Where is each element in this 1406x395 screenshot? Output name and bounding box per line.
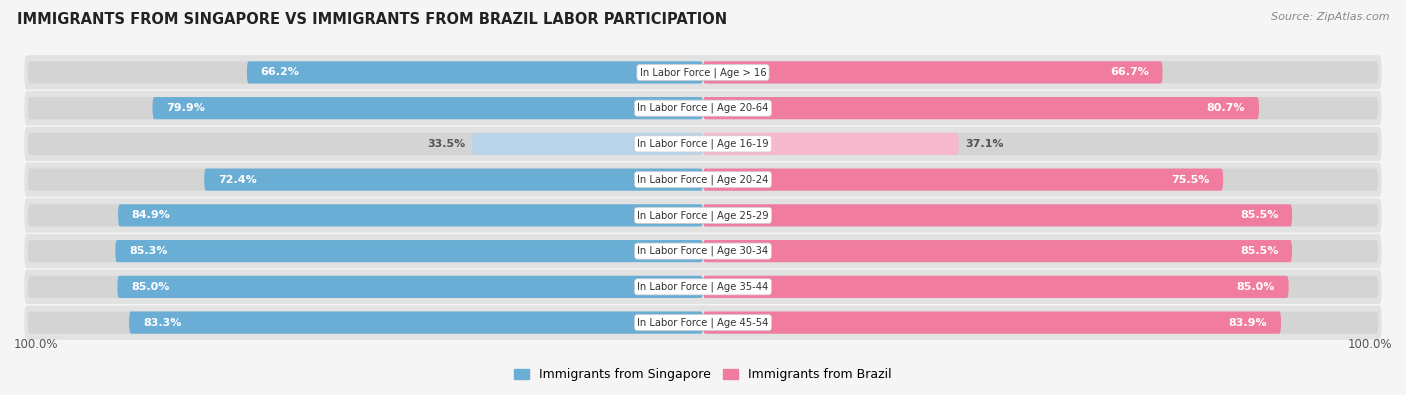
FancyBboxPatch shape — [703, 276, 1289, 298]
FancyBboxPatch shape — [706, 312, 1378, 334]
FancyBboxPatch shape — [28, 169, 700, 191]
Text: 79.9%: 79.9% — [166, 103, 205, 113]
FancyBboxPatch shape — [706, 133, 1378, 155]
Text: In Labor Force | Age 35-44: In Labor Force | Age 35-44 — [637, 282, 769, 292]
Text: 66.7%: 66.7% — [1109, 68, 1149, 77]
Text: In Labor Force | Age 30-34: In Labor Force | Age 30-34 — [637, 246, 769, 256]
FancyBboxPatch shape — [24, 234, 1382, 268]
Text: Source: ZipAtlas.com: Source: ZipAtlas.com — [1271, 12, 1389, 22]
Text: In Labor Force | Age 16-19: In Labor Force | Age 16-19 — [637, 139, 769, 149]
FancyBboxPatch shape — [24, 55, 1382, 90]
Text: IMMIGRANTS FROM SINGAPORE VS IMMIGRANTS FROM BRAZIL LABOR PARTICIPATION: IMMIGRANTS FROM SINGAPORE VS IMMIGRANTS … — [17, 12, 727, 27]
FancyBboxPatch shape — [706, 97, 1378, 119]
FancyBboxPatch shape — [24, 198, 1382, 233]
Text: In Labor Force | Age 20-24: In Labor Force | Age 20-24 — [637, 174, 769, 185]
FancyBboxPatch shape — [706, 61, 1378, 83]
FancyBboxPatch shape — [28, 97, 700, 119]
FancyBboxPatch shape — [706, 204, 1378, 226]
FancyBboxPatch shape — [703, 133, 959, 155]
FancyBboxPatch shape — [115, 240, 703, 262]
FancyBboxPatch shape — [28, 312, 700, 334]
Text: 37.1%: 37.1% — [966, 139, 1004, 149]
Text: 100.0%: 100.0% — [1347, 338, 1392, 351]
FancyBboxPatch shape — [118, 204, 703, 226]
Text: 85.0%: 85.0% — [1236, 282, 1275, 292]
Text: 75.5%: 75.5% — [1171, 175, 1209, 184]
Text: 33.5%: 33.5% — [427, 139, 465, 149]
FancyBboxPatch shape — [24, 91, 1382, 125]
Text: 85.5%: 85.5% — [1240, 246, 1278, 256]
FancyBboxPatch shape — [24, 127, 1382, 161]
FancyBboxPatch shape — [706, 240, 1378, 262]
FancyBboxPatch shape — [247, 61, 703, 83]
FancyBboxPatch shape — [703, 204, 1292, 226]
Legend: Immigrants from Singapore, Immigrants from Brazil: Immigrants from Singapore, Immigrants fr… — [509, 363, 897, 386]
FancyBboxPatch shape — [28, 204, 700, 226]
Text: In Labor Force | Age 20-64: In Labor Force | Age 20-64 — [637, 103, 769, 113]
FancyBboxPatch shape — [703, 97, 1258, 119]
Text: 85.5%: 85.5% — [1240, 211, 1278, 220]
FancyBboxPatch shape — [706, 276, 1378, 298]
Text: 100.0%: 100.0% — [14, 338, 59, 351]
Text: In Labor Force | Age 25-29: In Labor Force | Age 25-29 — [637, 210, 769, 221]
FancyBboxPatch shape — [703, 61, 1163, 83]
FancyBboxPatch shape — [28, 240, 700, 262]
FancyBboxPatch shape — [28, 61, 700, 83]
Text: 80.7%: 80.7% — [1206, 103, 1246, 113]
FancyBboxPatch shape — [24, 305, 1382, 340]
FancyBboxPatch shape — [152, 97, 703, 119]
Text: 66.2%: 66.2% — [260, 68, 299, 77]
FancyBboxPatch shape — [28, 133, 700, 155]
FancyBboxPatch shape — [24, 162, 1382, 197]
Text: 84.9%: 84.9% — [132, 211, 170, 220]
FancyBboxPatch shape — [472, 133, 703, 155]
FancyBboxPatch shape — [703, 312, 1281, 334]
Text: In Labor Force | Age > 16: In Labor Force | Age > 16 — [640, 67, 766, 78]
Text: 83.3%: 83.3% — [143, 318, 181, 327]
FancyBboxPatch shape — [129, 312, 703, 334]
FancyBboxPatch shape — [204, 169, 703, 191]
Text: 85.3%: 85.3% — [129, 246, 167, 256]
FancyBboxPatch shape — [24, 270, 1382, 304]
Text: 72.4%: 72.4% — [218, 175, 257, 184]
FancyBboxPatch shape — [118, 276, 703, 298]
Text: In Labor Force | Age 45-54: In Labor Force | Age 45-54 — [637, 317, 769, 328]
Text: 85.0%: 85.0% — [131, 282, 170, 292]
FancyBboxPatch shape — [706, 169, 1378, 191]
FancyBboxPatch shape — [28, 276, 700, 298]
Text: 83.9%: 83.9% — [1229, 318, 1267, 327]
FancyBboxPatch shape — [703, 169, 1223, 191]
FancyBboxPatch shape — [703, 240, 1292, 262]
